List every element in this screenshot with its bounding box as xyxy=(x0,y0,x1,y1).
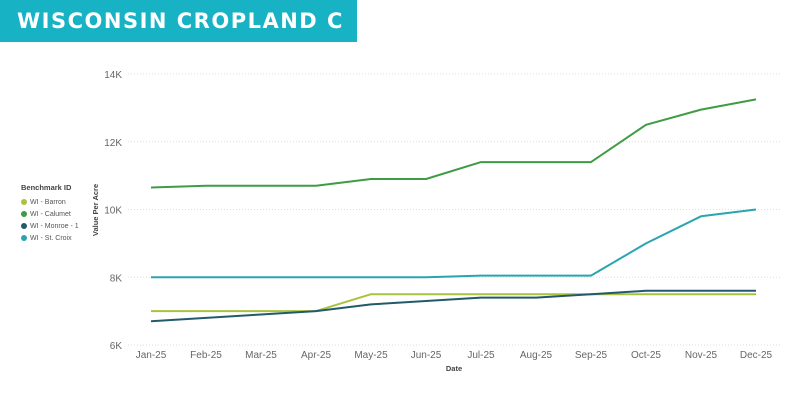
legend-label: WI - Calumet xyxy=(30,210,71,218)
x-tick-label: Sep-25 xyxy=(575,350,608,361)
legend-label: WI - Barron xyxy=(30,198,66,206)
series-line[interactable] xyxy=(151,208,757,279)
x-tick-label: Dec-25 xyxy=(740,350,773,361)
x-axis-ticks: Jan-25 Feb-25 Mar-25 Apr-25 May-25 Jun-25 Jul-… xyxy=(136,350,773,361)
legend-marker xyxy=(21,223,27,229)
y-tick-label: 8K xyxy=(110,273,123,284)
y-axis-ticks: 6K 8K 10K 12K 14K xyxy=(104,70,122,352)
series-lines xyxy=(150,98,757,323)
legend-marker xyxy=(21,199,27,205)
x-tick-label: Apr-25 xyxy=(301,350,331,361)
x-tick-label: May-25 xyxy=(354,350,388,361)
title-banner: WISCONSIN CROPLAND C xyxy=(0,0,357,42)
legend-item[interactable]: WI - St. Croix xyxy=(21,232,101,244)
x-tick-label: Jun-25 xyxy=(411,350,442,361)
x-axis-title: Date xyxy=(446,364,462,373)
series-line[interactable] xyxy=(150,289,756,323)
x-tick-label: Feb-25 xyxy=(190,350,222,361)
legend-label: WI - St. Croix xyxy=(30,234,72,242)
legend-title: Benchmark ID xyxy=(21,183,72,192)
y-tick-label: 14K xyxy=(104,70,122,81)
chart-title: WISCONSIN CROPLAND C xyxy=(17,9,344,33)
legend-item[interactable]: WI - Calumet xyxy=(21,208,101,220)
x-tick-label: Aug-25 xyxy=(520,350,553,361)
y-tick-label: 6K xyxy=(110,341,123,352)
legend-item[interactable]: WI - Monroe - 1 xyxy=(21,220,101,232)
x-tick-label: Jan-25 xyxy=(136,350,167,361)
legend-marker xyxy=(21,235,27,241)
x-tick-label: Nov-25 xyxy=(685,350,718,361)
series-line[interactable] xyxy=(150,98,757,189)
legend: Benchmark ID WI - Barron WI - Calumet WI… xyxy=(21,183,101,244)
y-axis-title: Value Per Acre xyxy=(91,184,100,236)
series-line[interactable] xyxy=(151,293,756,313)
x-tick-label: Oct-25 xyxy=(631,350,661,361)
legend-label: WI - Monroe - 1 xyxy=(30,222,79,230)
y-tick-label: 10K xyxy=(104,206,122,217)
legend-marker xyxy=(21,211,27,217)
y-tick-label: 12K xyxy=(104,138,122,149)
x-tick-label: Mar-25 xyxy=(245,350,277,361)
x-tick-label: Jul-25 xyxy=(467,350,495,361)
legend-item[interactable]: WI - Barron xyxy=(21,196,101,208)
